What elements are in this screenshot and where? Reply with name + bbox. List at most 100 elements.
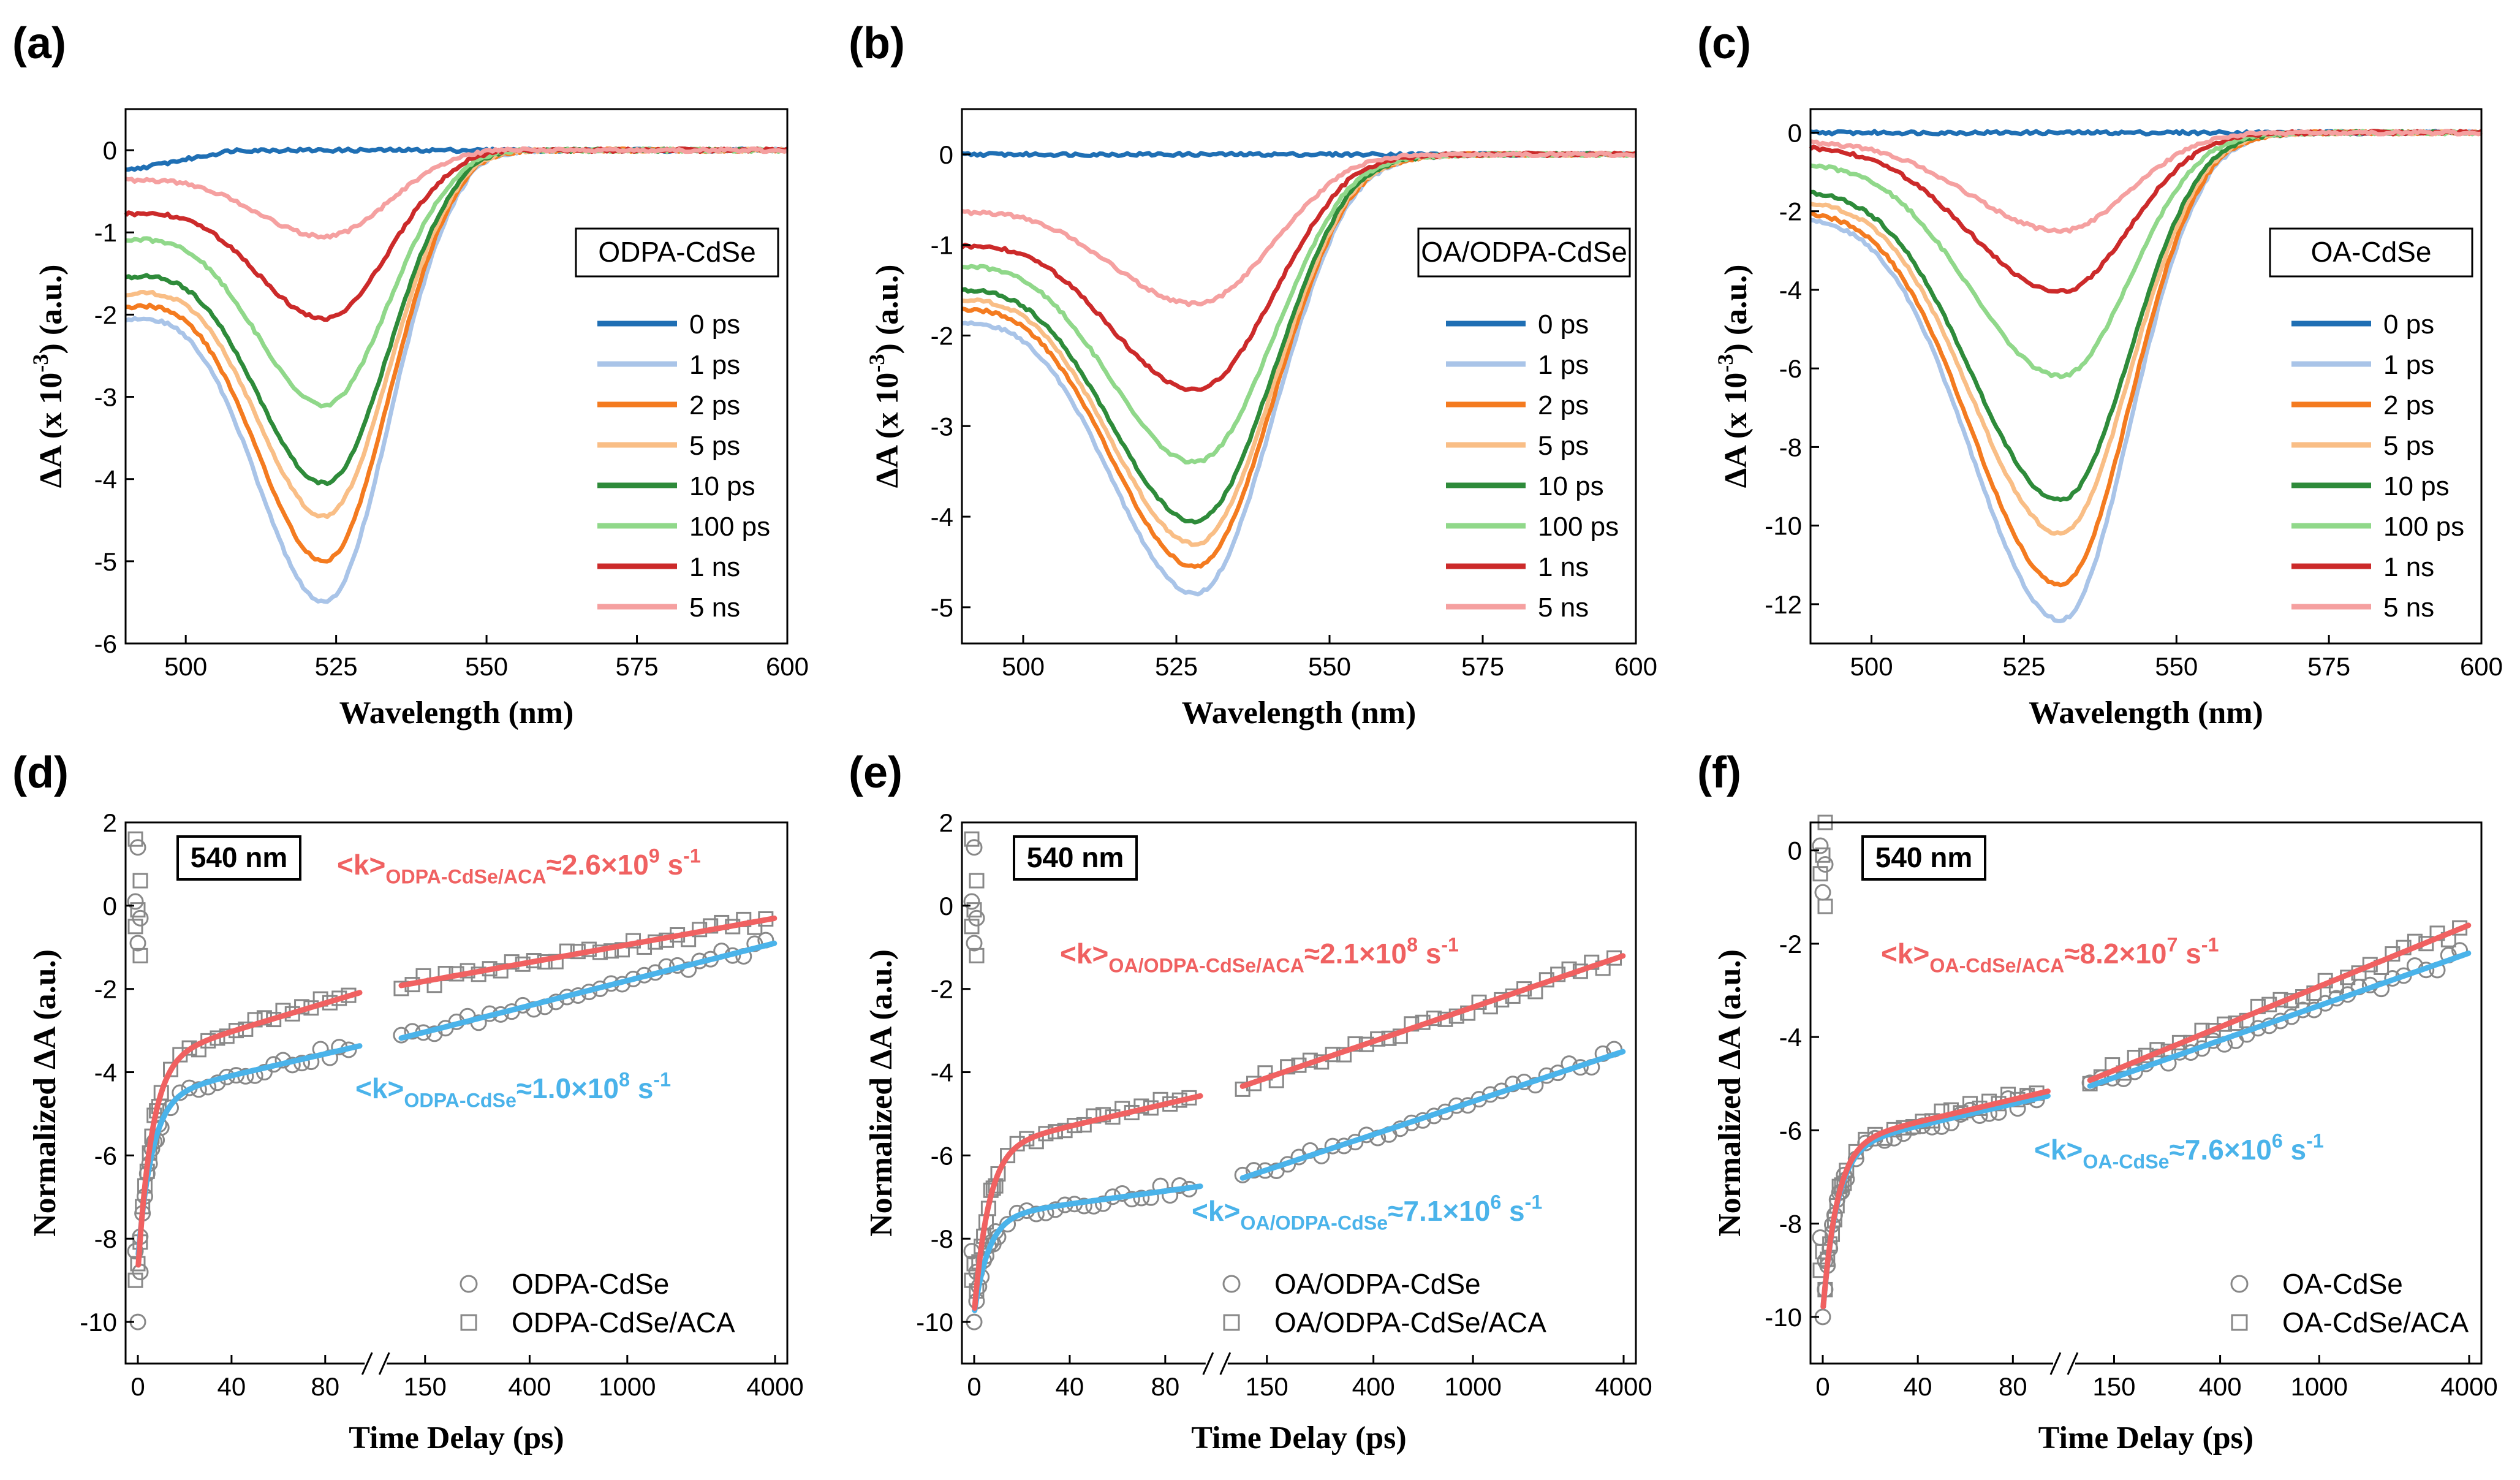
x-tick-label: 1000 <box>2291 1372 2348 1401</box>
legend-marker-circle <box>460 1275 478 1293</box>
data-point-square <box>1815 847 1831 863</box>
x-tick-label: 0 <box>967 1372 981 1401</box>
x-axis-label: Wavelength (nm) <box>339 696 574 731</box>
y-axis-label: ΔA (x 10-3) (a.u.) <box>865 265 905 488</box>
panel-a: (a) 500 525 550 575 600 0 -1 -2 -3 -4 -5 -6 Wavelengt… <box>12 19 809 731</box>
panel-c: (c) 500 525 550 575 600 0 -2 -4 -6 -8 -10 -12 Wavelen… <box>1697 19 2503 731</box>
legend-label: 1 ns <box>689 552 740 582</box>
axis-break-gap <box>2053 1351 2075 1376</box>
x-tick-label: 600 <box>2460 652 2503 681</box>
sample-label-box <box>575 227 779 278</box>
legend-label: 5 ns <box>1538 593 1589 623</box>
axis-break-mark <box>1202 1352 1214 1375</box>
sample-label: ODPA-CdSe <box>598 236 755 268</box>
data-point-circle <box>1812 837 1829 854</box>
panel-label: (b) <box>849 19 905 68</box>
y-tick-label: -1 <box>94 218 117 247</box>
y-tick-label: -2 <box>1779 930 1802 958</box>
y-tick-label: -4 <box>931 1058 953 1087</box>
x-tick-label: 575 <box>1461 652 1504 681</box>
y-tick-label: -6 <box>1779 354 1802 383</box>
y-tick-label: -8 <box>1779 433 1802 461</box>
legend-label: 0 ps <box>2383 309 2434 340</box>
rate-annotation-pure: <k>OA/ODPA-CdSe≈7.1×106 s-1 <box>1192 1191 1542 1234</box>
data-point-circle <box>127 893 144 910</box>
data-point-circle <box>132 909 149 927</box>
legend-label: ODPA-CdSe/ACA <box>512 1307 735 1338</box>
data-point-circle <box>127 1243 144 1260</box>
fit-line <box>135 990 363 1268</box>
probe-label-box <box>1861 835 1986 881</box>
y-tick-label: -10 <box>1765 1303 1802 1332</box>
y-tick-label: 2 <box>103 808 117 837</box>
panel-e: (e) 0 40 80 150 400 1000 4000 2 0 -2 -4 -6 -8 -10 Time … <box>849 748 1652 1455</box>
legend-label: 1 ps <box>2383 350 2434 380</box>
plot-frame <box>961 108 1637 645</box>
y-tick-label: 0 <box>103 892 117 920</box>
y-tick-label: -2 <box>94 975 117 1004</box>
panel-label: (f) <box>1697 748 1741 797</box>
x-tick-label: 575 <box>616 652 659 681</box>
rate-annotation-aca: <k>ODPA-CdSe/ACA≈2.6×109 s-1 <box>337 845 701 888</box>
y-tick-label: 0 <box>939 140 953 169</box>
series-line <box>961 150 1636 308</box>
y-tick-label: -5 <box>94 547 117 576</box>
y-tick-label: -6 <box>931 1141 953 1170</box>
legend-label: 1 ps <box>1538 350 1589 380</box>
legend-label: 1 ns <box>1538 552 1589 582</box>
fit-line <box>2087 922 2472 1083</box>
data-point-square <box>1235 1081 1251 1097</box>
y-tick-label: 0 <box>1788 837 1802 865</box>
panel-b: (b) 500 525 550 575 600 0 -1 -2 -3 -4 -5 Wavelength … <box>849 19 1657 731</box>
y-tick-label: -8 <box>931 1224 953 1253</box>
x-axis-label: Wavelength (nm) <box>2029 696 2263 731</box>
data-point-square <box>127 1272 143 1288</box>
x-tick-label: 80 <box>1151 1372 1179 1401</box>
legend-label: 100 ps <box>689 512 770 542</box>
x-tick-label: 575 <box>2307 652 2350 681</box>
panel-label: (c) <box>1697 19 1751 68</box>
data-point-square <box>132 873 148 889</box>
sample-label-box <box>2269 227 2473 278</box>
probe-label-box <box>176 835 301 881</box>
x-axis-label: Wavelength (nm) <box>1182 696 1417 731</box>
panel-label: (a) <box>12 19 66 68</box>
axis-break-mark <box>1219 1352 1232 1375</box>
y-tick-label: -2 <box>1779 197 1802 226</box>
x-tick-label: 80 <box>1999 1372 2027 1401</box>
rate-annotation-pure: <k>OA-CdSe≈7.6×106 s-1 <box>2034 1130 2324 1173</box>
x-axis-label: Time Delay (ps) <box>2038 1421 2253 1455</box>
x-tick-label: 4000 <box>1595 1372 1652 1401</box>
y-axis-label: Normalized ΔA (a.u.) <box>28 949 62 1237</box>
x-axis-label: Time Delay (ps) <box>1191 1421 1406 1455</box>
legend-label: ODPA-CdSe <box>512 1268 669 1300</box>
legend-label: 0 ps <box>1538 309 1589 340</box>
data-point-circle <box>132 1264 149 1281</box>
x-tick-label: 525 <box>2002 652 2045 681</box>
y-tick-label: -1 <box>931 231 953 260</box>
x-tick-label: 150 <box>1246 1372 1288 1401</box>
y-tick-label: -5 <box>931 593 953 622</box>
legend-label: 10 ps <box>689 471 755 501</box>
panel-label: (e) <box>849 748 902 797</box>
legend-label: 100 ps <box>2383 512 2464 542</box>
y-tick-label: 0 <box>939 892 953 920</box>
y-tick-label: -2 <box>931 975 953 1004</box>
data-point-square <box>127 919 143 935</box>
legend-marker-square <box>1223 1314 1240 1331</box>
legend-marker-square <box>460 1314 477 1331</box>
x-tick-label: 525 <box>1155 652 1198 681</box>
x-tick-label: 500 <box>164 652 207 681</box>
x-tick-label: 150 <box>404 1372 447 1401</box>
data-point-square <box>393 981 409 996</box>
x-tick-label: 550 <box>1308 652 1351 681</box>
axis-break-gap <box>1205 1351 1228 1376</box>
plot-frame <box>1809 821 2483 1365</box>
sample-label-box <box>1417 227 1631 278</box>
x-tick-label: 525 <box>315 652 358 681</box>
legend-label: 5 ps <box>2383 431 2434 461</box>
data-point-square <box>964 831 980 847</box>
y-axis-label: ΔA (x 10-3) (a.u.) <box>28 265 69 488</box>
sample-label: OA-CdSe <box>2311 236 2432 268</box>
